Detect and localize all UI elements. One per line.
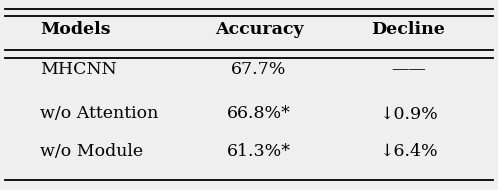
Text: MHCNN: MHCNN [40,61,117,78]
Text: 61.3%*: 61.3%* [227,142,291,160]
Text: 66.8%*: 66.8%* [227,105,291,123]
Text: 67.7%: 67.7% [231,61,287,78]
Text: Decline: Decline [372,21,445,38]
Text: Models: Models [40,21,111,38]
Text: w/o Module: w/o Module [40,142,143,160]
Text: ↓0.9%: ↓0.9% [379,105,438,123]
Text: ——: —— [391,61,426,78]
Text: w/o Attention: w/o Attention [40,105,158,123]
Text: Accuracy: Accuracy [215,21,303,38]
Text: ↓6.4%: ↓6.4% [379,142,438,160]
